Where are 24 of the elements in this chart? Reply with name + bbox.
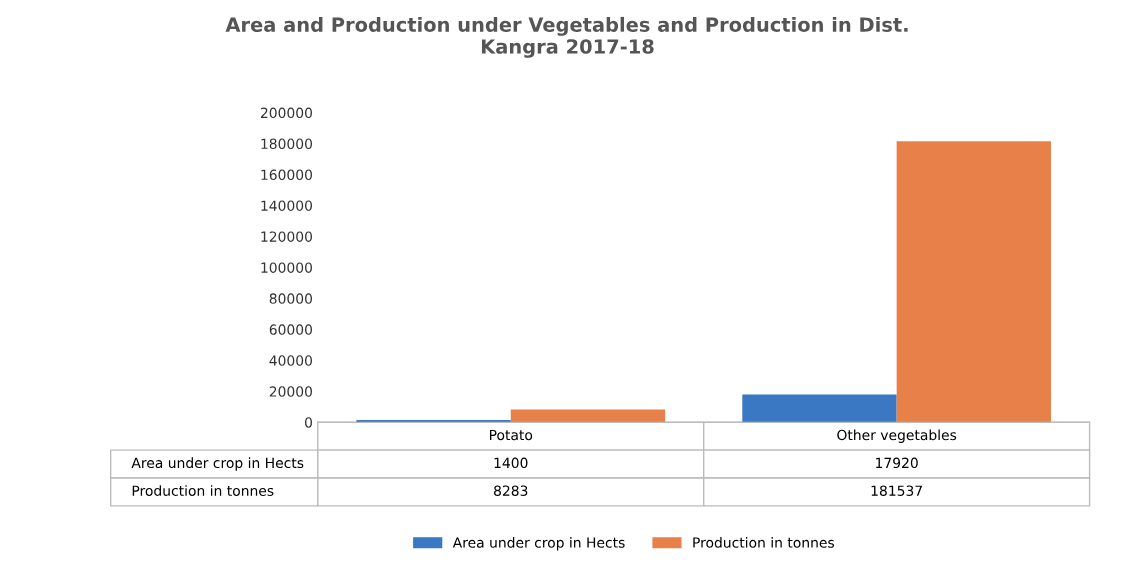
y-tick-label: 20000 bbox=[269, 386, 313, 397]
y-tick-label: 60000 bbox=[269, 324, 313, 335]
y-tick-label: 120000 bbox=[261, 231, 313, 242]
y-tick-label: 180000 bbox=[261, 138, 313, 150]
bar bbox=[510, 409, 666, 423]
data-label: 17920 bbox=[876, 457, 918, 469]
y-tick-label: 160000 bbox=[261, 169, 313, 180]
chart-title: Area and Production under Vegetables and Production in Dist. Kangra 2017-18 bbox=[225, 16, 908, 58]
legend-label: Production in tonnes bbox=[693, 537, 835, 548]
x-tick-label: Other vegetables bbox=[837, 429, 957, 443]
y-tick-label: 200000 bbox=[260, 107, 313, 119]
text: Production in tonnes bbox=[132, 485, 274, 496]
data-label: 181537 bbox=[871, 485, 922, 496]
data-label: 1400 bbox=[494, 457, 528, 469]
y-tick-label: 80000 bbox=[269, 293, 313, 304]
text: Area under crop in Hects bbox=[131, 457, 304, 471]
x-tick-label: Potato bbox=[489, 429, 533, 441]
legend-label: Area under crop in Hects bbox=[452, 537, 625, 551]
y-tick-label: 100000 bbox=[261, 262, 313, 273]
y-tick-label: 0 bbox=[305, 417, 313, 428]
y-tick-label: 140000 bbox=[261, 200, 313, 211]
bar bbox=[356, 420, 511, 423]
data-label: 8283 bbox=[494, 485, 528, 496]
y-tick-label: 40000 bbox=[269, 355, 313, 366]
